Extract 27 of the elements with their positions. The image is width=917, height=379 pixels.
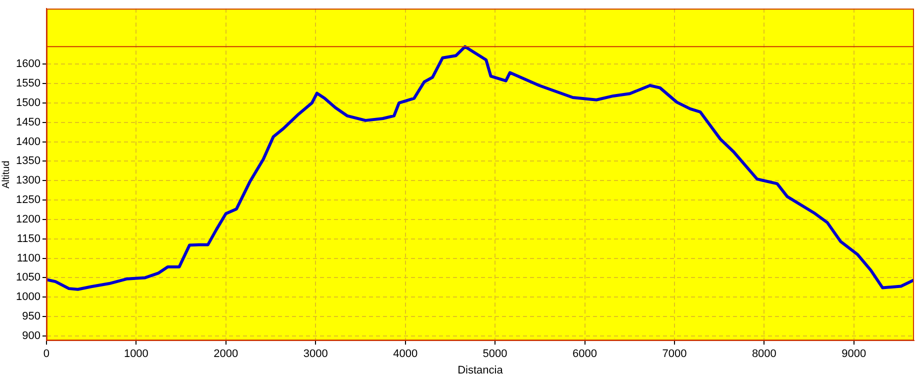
y-tick-label: 1600	[16, 58, 40, 70]
y-tick-label: 1300	[16, 174, 40, 187]
y-tick-label: 1250	[16, 194, 40, 206]
x-tick-label: 4000	[393, 348, 418, 360]
x-tick-label: 0	[43, 348, 50, 360]
x-tick-label: 5000	[482, 348, 508, 360]
y-tick-label: 1150	[16, 232, 40, 245]
y-tick-label: 1200	[16, 213, 40, 226]
x-tick-label: 1000	[124, 348, 148, 360]
x-axis-title: Distancia	[458, 364, 504, 376]
y-tick-label: 1350	[16, 155, 40, 168]
y-tick-label: 1450	[16, 116, 40, 128]
x-tick-label: 2000	[214, 348, 238, 360]
x-tick-label: 6000	[572, 348, 597, 360]
y-tick-label: 900	[22, 330, 40, 342]
x-tick-label: 7000	[662, 348, 687, 360]
x-tick-label: 8000	[752, 348, 776, 360]
y-tick-label: 1500	[16, 96, 40, 109]
y-tick-label: 1050	[16, 272, 40, 284]
y-tick-label: 950	[22, 310, 40, 323]
x-tick-label: 9000	[842, 348, 866, 360]
x-tick-label: 3000	[303, 348, 328, 360]
y-tick-label: 1550	[16, 78, 40, 90]
y-axis-title: Altitud	[0, 160, 12, 188]
y-tick-label: 1100	[16, 252, 40, 264]
y-tick-label: 1000	[16, 291, 40, 304]
y-tick-label: 1400	[16, 136, 40, 148]
